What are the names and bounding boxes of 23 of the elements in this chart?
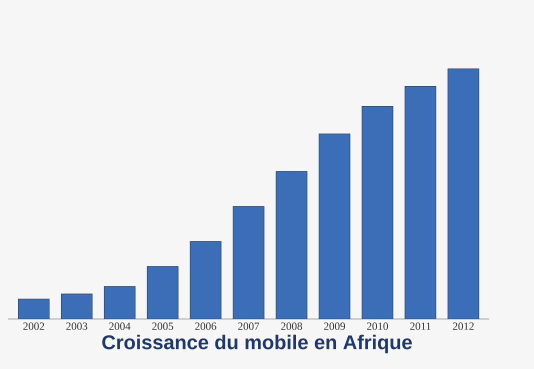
x-tick-label: 2010 <box>367 322 388 330</box>
bar <box>276 171 308 319</box>
x-tick-label: 2009 <box>324 322 346 330</box>
x-tick-label: 2005 <box>152 322 174 330</box>
bar <box>190 241 222 319</box>
x-tick-label: 2006 <box>195 322 216 330</box>
text: Croissance du mobile en Afrique <box>102 334 412 354</box>
bar <box>104 286 136 319</box>
x-tick-label: 2008 <box>281 322 302 330</box>
bar <box>318 134 350 319</box>
bar <box>448 68 480 319</box>
x-tick-label: 2004 <box>109 322 130 330</box>
bar <box>362 106 394 319</box>
x-tick-label: 2002 <box>23 322 44 330</box>
bar <box>232 206 264 319</box>
bar <box>146 266 178 319</box>
x-tick-label: 2003 <box>66 322 88 330</box>
bar <box>404 86 436 319</box>
x-tick-label: 2011 <box>410 322 431 330</box>
x-tick-label: 2007 <box>238 322 260 330</box>
x-tick-label: 2012 <box>452 322 474 330</box>
bar <box>60 294 93 319</box>
bar <box>18 298 50 319</box>
